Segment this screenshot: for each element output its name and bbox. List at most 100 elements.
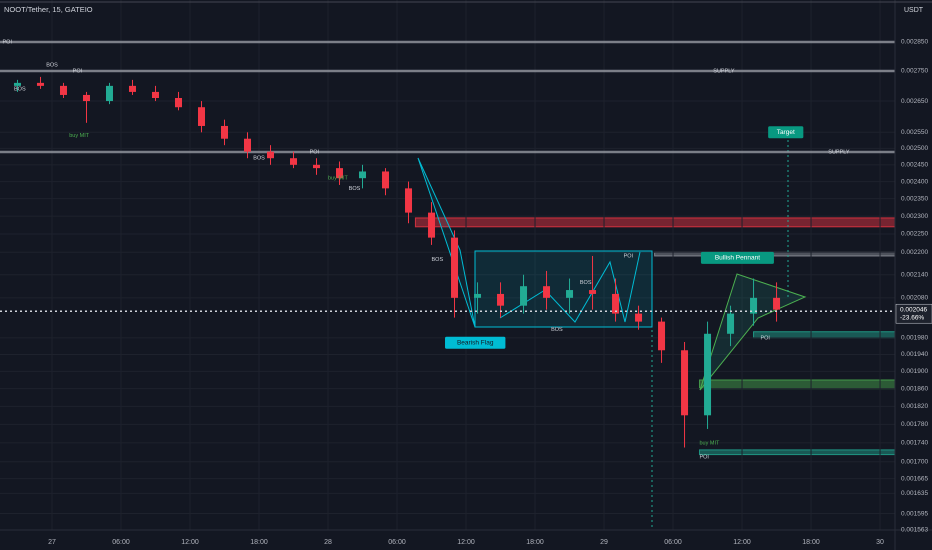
candle-body — [128, 85, 136, 92]
candle-body — [151, 91, 159, 98]
x-tick-label: 06:00 — [664, 539, 682, 546]
y-tick-label: 0.002140 — [901, 271, 928, 278]
candle-body — [267, 151, 275, 159]
candle-body — [82, 94, 90, 102]
candle-body — [658, 321, 666, 351]
candle-body — [520, 286, 528, 306]
y-tick-label: 0.001595 — [901, 510, 928, 517]
y-tick-label: 0.002200 — [901, 249, 928, 256]
last-price-label: 0.002046 — [900, 306, 927, 313]
candle-body — [174, 97, 182, 108]
flag-pole — [417, 157, 476, 328]
candle-body — [105, 85, 113, 102]
x-tick-label: 30 — [876, 539, 884, 546]
annotation: POI — [760, 335, 770, 341]
zone — [654, 251, 896, 257]
y-tick-label: 0.001900 — [901, 368, 928, 375]
x-tick-label: 12:00 — [457, 539, 475, 546]
candle-body — [405, 188, 413, 213]
x-tick-label: 18:00 — [250, 539, 268, 546]
y-tick-label: 0.001940 — [901, 351, 928, 358]
y-tick-label: 0.001820 — [901, 403, 928, 410]
annotation: POI — [310, 149, 320, 155]
candles — [13, 76, 781, 448]
callout-label: Bearish Flag — [457, 340, 494, 347]
y-tick-label: 0.001780 — [901, 421, 928, 428]
candle-body — [382, 171, 390, 189]
annotation: POI — [624, 253, 634, 259]
y-tick-label: 0.001665 — [901, 475, 928, 482]
zones — [414, 217, 896, 456]
annotation: buy MIT — [699, 440, 720, 446]
y-tick-label: 0.002750 — [901, 68, 928, 75]
bearish-flag-box — [474, 250, 653, 328]
y-tick-label: 0.002550 — [901, 129, 928, 136]
candle-body — [359, 171, 367, 179]
x-tick-label: 18:00 — [526, 539, 544, 546]
x-tick-label: 12:00 — [733, 539, 751, 546]
y-tick-label: 0.001700 — [901, 458, 928, 465]
annotation: BOS — [432, 257, 444, 263]
y-tick-label: 0.002300 — [901, 213, 928, 220]
x-tick-label: 29 — [600, 539, 608, 546]
candle-body — [750, 297, 758, 314]
callout-box — [445, 336, 506, 349]
y-tick-label: 0.002450 — [901, 162, 928, 169]
annotation: POI — [3, 39, 13, 45]
candle-body — [451, 237, 459, 298]
y-tick-label: 0.002080 — [901, 295, 928, 302]
last-price-badge — [895, 303, 932, 324]
annotation: BOS — [580, 280, 592, 286]
candle-body — [497, 293, 505, 306]
candle-body — [59, 85, 67, 95]
callout-box — [768, 126, 804, 139]
axes: 0.002850 0.002750 0.002650 0.002550 0.002500… — [0, 39, 932, 546]
x-tick-label: 06:00 — [112, 539, 130, 546]
y-tick-label: 0.001980 — [901, 335, 928, 342]
candle-body — [13, 82, 21, 86]
candle-body — [704, 333, 712, 416]
y-tick-label: 0.002400 — [901, 178, 928, 185]
candle-body — [220, 125, 228, 139]
last-price-change: -23.66% — [900, 314, 924, 321]
zone — [753, 331, 896, 339]
y-tick-label: 0.002500 — [901, 145, 928, 152]
y-tick-label: 0.001740 — [901, 440, 928, 447]
annotation: POI — [73, 68, 83, 74]
callout-label: Bullish Pennant — [715, 255, 760, 262]
candle-body — [589, 290, 597, 294]
x-tick-label: 12:00 — [181, 539, 199, 546]
y-tick-label: 0.002850 — [901, 39, 928, 46]
y-tick-label: 0.002350 — [901, 195, 928, 202]
candle-body — [290, 158, 298, 165]
annotation: BOS — [349, 186, 361, 192]
candle-body — [773, 297, 781, 310]
candle-body — [543, 286, 551, 298]
annotation: buy MIT — [69, 133, 90, 139]
zone — [414, 217, 896, 228]
candle-body — [474, 293, 482, 298]
zone — [698, 449, 896, 456]
chart-title: NOOT/Tether, 15, GATEIO — [4, 5, 93, 14]
candle-body — [428, 212, 436, 238]
annotation: SUPPLY — [713, 68, 735, 74]
x-tick-label: 06:00 — [388, 539, 406, 546]
candle-body — [727, 313, 735, 334]
x-tick-label: 28 — [324, 539, 332, 546]
zone — [698, 379, 896, 390]
candle-body — [336, 168, 344, 179]
candle-body — [635, 313, 643, 322]
candle-body — [243, 138, 251, 152]
x-tick-label: 18:00 — [802, 539, 820, 546]
callout-box — [700, 251, 774, 264]
annotation: buy MIT — [328, 176, 349, 182]
candle-body — [566, 290, 574, 298]
candle-body — [681, 350, 689, 416]
candle-body — [36, 82, 44, 86]
axis-panel — [895, 0, 932, 550]
currency: USDT — [904, 7, 924, 14]
annotation: BOS — [551, 327, 563, 333]
